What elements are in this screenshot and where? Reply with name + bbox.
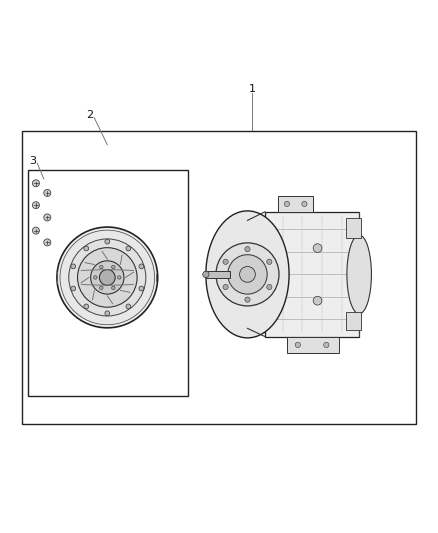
Circle shape (105, 311, 110, 316)
Circle shape (267, 259, 272, 264)
Circle shape (240, 266, 255, 282)
Bar (346, 312, 361, 330)
Circle shape (60, 230, 155, 325)
Bar (346, 219, 361, 238)
Circle shape (105, 239, 110, 244)
Circle shape (284, 201, 290, 206)
Circle shape (267, 285, 272, 289)
Circle shape (112, 286, 115, 289)
Circle shape (78, 248, 137, 307)
Circle shape (126, 304, 131, 309)
Circle shape (223, 285, 228, 289)
Circle shape (71, 264, 76, 269)
Circle shape (295, 342, 300, 348)
Circle shape (302, 201, 307, 206)
Circle shape (71, 286, 76, 291)
Circle shape (324, 342, 329, 348)
Circle shape (84, 304, 88, 309)
Circle shape (32, 201, 39, 209)
Circle shape (223, 259, 228, 264)
Circle shape (112, 265, 115, 269)
Bar (28, 170, 188, 395)
Circle shape (32, 227, 39, 234)
Circle shape (44, 214, 51, 221)
Ellipse shape (347, 235, 371, 314)
Circle shape (57, 227, 158, 328)
Circle shape (99, 270, 115, 285)
Circle shape (99, 286, 103, 289)
Bar (287, 336, 339, 353)
Circle shape (313, 296, 322, 305)
Circle shape (245, 247, 250, 252)
Bar (265, 212, 359, 336)
Circle shape (139, 286, 144, 291)
Bar (206, 271, 230, 278)
Circle shape (126, 246, 131, 251)
Circle shape (32, 180, 39, 187)
Circle shape (84, 246, 88, 251)
Circle shape (216, 243, 279, 306)
Ellipse shape (206, 211, 289, 338)
Bar (22, 131, 416, 424)
Circle shape (94, 276, 97, 279)
Circle shape (99, 265, 103, 269)
Circle shape (44, 239, 51, 246)
Circle shape (313, 244, 322, 253)
Text: 1: 1 (248, 84, 255, 94)
Circle shape (228, 255, 267, 294)
Circle shape (44, 189, 51, 197)
Circle shape (117, 276, 121, 279)
Circle shape (69, 239, 146, 316)
Text: 3: 3 (29, 156, 36, 166)
Circle shape (139, 264, 144, 269)
Bar (278, 197, 313, 212)
Circle shape (91, 261, 124, 294)
Circle shape (245, 297, 250, 302)
Circle shape (203, 271, 209, 278)
Text: 2: 2 (86, 110, 93, 120)
